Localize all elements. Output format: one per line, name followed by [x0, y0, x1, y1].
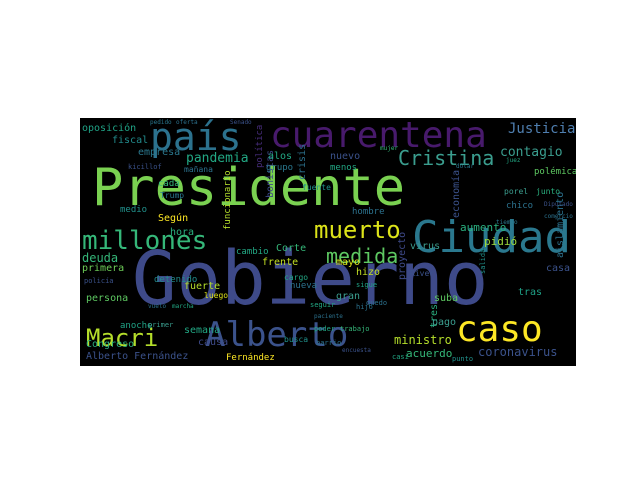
word-caso: caso — [456, 309, 543, 350]
word-salida: salida — [479, 248, 487, 274]
word-proyecto: proyecto — [397, 231, 408, 280]
word-seguir: seguir — [310, 301, 336, 309]
word-luego: luego — [204, 291, 229, 300]
word-contagio: contagio — [500, 145, 563, 160]
word-hora: hora — [170, 227, 195, 238]
word-juez: juez — [506, 157, 521, 164]
word-sigue: sigue — [356, 281, 378, 289]
word-barrio: barrio — [316, 339, 342, 347]
word-medida: medida — [326, 244, 399, 268]
word-persona: persona — [86, 293, 129, 304]
word-fernandez: Fernández — [226, 353, 275, 363]
word-millones: millones — [82, 226, 208, 256]
word-segun: Según — [158, 213, 189, 224]
word-anoche: anoche — [120, 321, 153, 331]
word-frente: frente — [262, 257, 299, 268]
word-congreso: Congreso — [86, 339, 135, 350]
word-mujer: mujer — [380, 145, 399, 152]
word-grupo: grupo — [266, 163, 294, 173]
word-nuevo: nuevo — [330, 151, 361, 162]
word-hizo: hizo — [356, 267, 381, 278]
word-chico: chico — [506, 201, 534, 211]
word-pais: país — [150, 118, 242, 159]
word-cargo: cargo — [284, 273, 309, 282]
word-ministro: ministro — [394, 333, 452, 347]
word-paciente: paciente — [314, 313, 343, 320]
word-cuarentena: cuarentena — [270, 118, 487, 156]
word-pandemia: pandemia — [186, 151, 249, 166]
word-menos: menos — [330, 163, 358, 173]
word-detenido: detenido — [154, 275, 198, 285]
word-vuelo: vuelo — [148, 303, 167, 310]
word-casi: casi — [392, 353, 409, 361]
word-casa: casa — [546, 263, 571, 274]
word-empresa: empresa — [138, 147, 181, 158]
word-corte: Corte — [276, 243, 307, 254]
word-semana: semana — [184, 325, 221, 336]
word-primera: primera — [82, 263, 125, 274]
word-oposicion: oposición — [82, 123, 137, 134]
word-coronavirus: coronavirus — [478, 345, 558, 359]
word-junto: junto — [536, 187, 561, 196]
word-encuesta: encuesta — [342, 347, 371, 354]
word-punto: punto — [452, 355, 474, 363]
word-river: River — [410, 269, 435, 278]
word-porel: porel — [504, 187, 529, 196]
word-causa: causa — [198, 337, 229, 348]
word-ciudad: Ciudad — [412, 212, 571, 263]
word-tiempo: tiempo — [496, 219, 518, 226]
word-suba: suba — [434, 293, 459, 304]
word-diputado: Diputado — [544, 201, 573, 208]
word-muerto: muerto — [314, 216, 401, 244]
word-polemica: polémica — [534, 167, 576, 177]
word-presidente: Presidente — [92, 158, 406, 218]
word-cada: cada — [158, 179, 180, 189]
word-pago: pago — [432, 317, 457, 328]
word-trump: Trump — [160, 191, 185, 200]
word-aumento: aumento — [460, 221, 507, 234]
word-justicia: Justicia — [508, 121, 576, 137]
word-economia: economía — [451, 169, 462, 218]
word-fiscal: fiscal — [112, 135, 149, 146]
word-pidio: pidió — [484, 235, 518, 248]
word-gran: gran — [336, 291, 361, 302]
word-cambio: cambio — [236, 247, 269, 257]
word-senado: Senado — [230, 119, 252, 126]
word-cristina: Cristina — [398, 146, 495, 170]
word-poder: poder — [314, 325, 336, 333]
word-gobierno: Gobierno — [132, 236, 489, 322]
word-alberto: Alberto — [205, 315, 349, 355]
word-busca: busca — [284, 335, 309, 344]
word-tras: tras — [518, 287, 543, 298]
word-hijo: hijo — [356, 303, 373, 311]
word-marcha: marcha — [172, 303, 194, 310]
word-fuente: fuente — [302, 183, 331, 192]
word-primer: primer — [148, 321, 174, 329]
word-pedido: pedido — [150, 119, 172, 126]
word-politica: política — [255, 124, 265, 168]
word-crisis: crisis — [297, 143, 308, 180]
word-comercio: comercio — [544, 213, 573, 220]
word-hombre: hombre — [352, 207, 385, 217]
word-alos: alos — [268, 151, 293, 162]
word-virus: virus — [410, 241, 441, 252]
word-quedo: quedo — [366, 299, 388, 307]
word-oferta: oferta — [176, 119, 198, 126]
word-funcionario: funcionario — [223, 170, 233, 230]
word-mayo: mayo — [336, 257, 361, 268]
word-manana: mañana — [184, 165, 213, 174]
word-nueva: nueva — [290, 281, 318, 291]
word-dolar: dólar — [456, 163, 475, 170]
word-acuerdo: acuerdo — [406, 347, 453, 360]
word-alberto-fernandez: Alberto Fernández — [86, 351, 189, 362]
word-policia: policía — [84, 277, 114, 285]
word-trabajo: trabajo — [340, 325, 370, 333]
word-fuerte: fuerte — [184, 281, 221, 292]
word-deuda: deuda — [82, 251, 119, 265]
word-medio: medio — [120, 205, 148, 215]
word-macri: Macri — [86, 324, 159, 352]
word-kicillof: kicillof — [128, 163, 162, 171]
word-cloud: Presidente Gobierno cuarentena país Albe… — [80, 118, 576, 366]
